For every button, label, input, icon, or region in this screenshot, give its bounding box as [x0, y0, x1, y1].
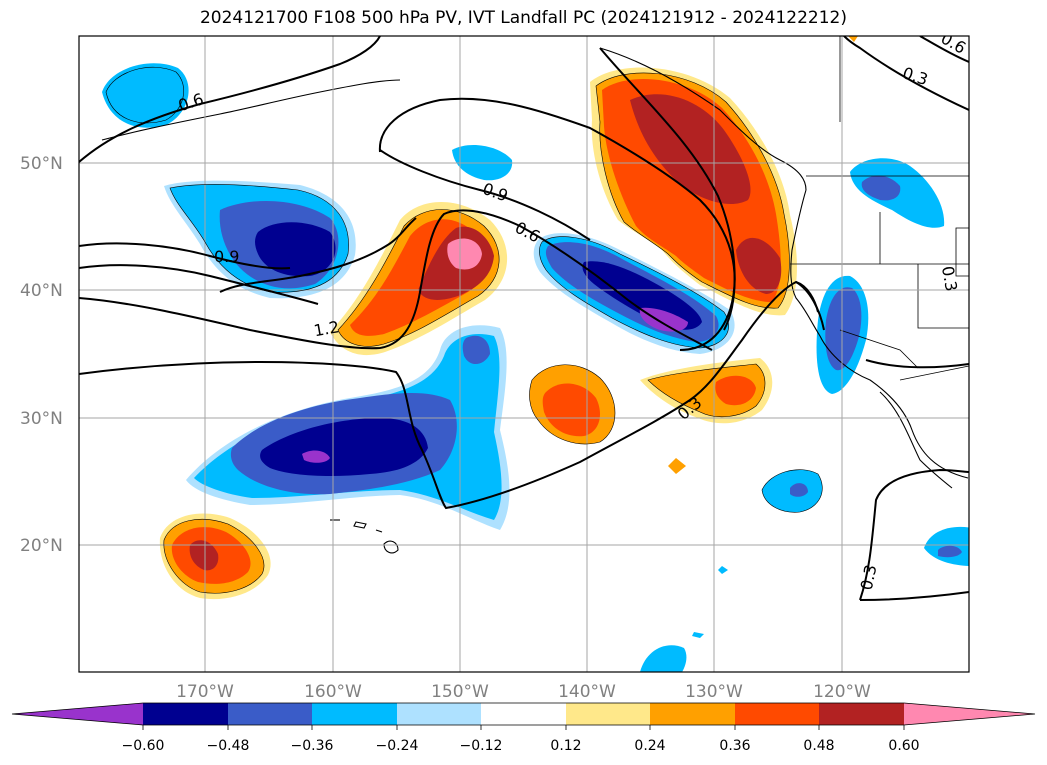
lat-tick-50: 50°N [20, 154, 63, 174]
colorbar-seg-n024 [312, 703, 397, 725]
colorbar-seg-n036 [228, 703, 312, 725]
feature-tiny-blue [718, 566, 728, 574]
lon-tick-120w: 120°W [813, 682, 871, 702]
colorbar-label-0: −0.60 [122, 738, 165, 754]
lon-tick-130w: 130°W [685, 682, 743, 702]
contour-loop-central [379, 149, 591, 241]
colorbar-seg-p036 [735, 703, 819, 725]
colorbar-label-7: 0.36 [719, 738, 750, 754]
colorbar-label-9: 0.60 [888, 738, 919, 754]
colorbar-extend-low [12, 703, 143, 725]
colorbar: −0.60 −0.48 −0.36 −0.24 −0.12 0.12 0.24 … [11, 702, 1036, 754]
colorbar-seg-n048 [143, 703, 228, 725]
contour-label-5: 1.2 [312, 317, 340, 340]
borders [790, 36, 969, 381]
contour-03-se [859, 468, 969, 601]
feature-tiny-orange [848, 36, 858, 42]
coastlines [101, 47, 969, 554]
lon-tick-150w: 150°W [431, 682, 489, 702]
contour-06-mid [219, 217, 417, 293]
contour-06-north [79, 36, 381, 163]
map-panel: 0.6 0.9 0.9 0.6 1.2 0.3 0.3 0.3 0.3 0.6 [78, 35, 970, 673]
lon-tick-170w: 170°W [176, 682, 234, 702]
feature-blue-e25 [762, 469, 823, 513]
colorbar-label-6: 0.24 [634, 738, 665, 754]
feature-sw-red [159, 513, 271, 600]
contour-coast-line [795, 281, 825, 331]
feature-coast-red [590, 67, 797, 316]
contour-09-west2 [79, 264, 319, 305]
lon-tick-160w: 160°W [304, 682, 362, 702]
colorbar-label-2: −0.36 [291, 738, 334, 754]
colorbar-seg-p048 [819, 703, 904, 725]
colorbar-seg-zero [481, 703, 566, 725]
feature-central-red [330, 202, 508, 356]
feature-tiny-blue-2 [692, 632, 704, 638]
contour-03-main [79, 280, 819, 510]
colorbar-seg-p024 [650, 703, 735, 725]
colorbar-label-8: 0.48 [803, 738, 834, 754]
contour-06-ne [919, 36, 969, 63]
ivt-contours [79, 36, 969, 601]
colorbar-seg-n012 [397, 703, 481, 725]
contour-label-3: 0.9 [214, 247, 239, 266]
feature-orange-mid [529, 364, 615, 444]
colorbar-label-4: −0.12 [460, 738, 503, 754]
contour-06-coast [599, 47, 736, 331]
chart-title: 2024121700 F108 500 hPa PV, IVT Landfall… [199, 8, 847, 28]
feature-blue-e20 [924, 526, 969, 566]
lon-tick-140w: 140°W [558, 682, 616, 702]
feature-central-blue [164, 180, 356, 299]
contour-label-8: 0.3 [938, 265, 961, 293]
contour-09-loop [378, 97, 736, 351]
contour-03-bottom [859, 591, 969, 601]
lat-tick-labels: 20°N 30°N 40°N 50°N [20, 154, 63, 556]
feature-tiny-diamond [668, 458, 686, 474]
lat-tick-20: 20°N [20, 536, 63, 556]
feature-nw-blue [102, 63, 189, 128]
contour-12 [79, 209, 713, 351]
contour-03-east [843, 36, 969, 111]
colorbar-label-5: 0.12 [550, 738, 581, 754]
gridlines [79, 36, 969, 672]
lat-tick-40: 40°N [20, 281, 63, 301]
fill-outlines [163, 72, 823, 594]
lon-tick-labels: 170°W 160°W 150°W 140°W 130°W 120°W [176, 682, 871, 702]
contour-label-9: 0.3 [857, 563, 881, 592]
colorbar-extend-high [904, 703, 1035, 725]
lat-tick-30: 30°N [20, 409, 63, 429]
colorbar-label-1: −0.48 [207, 738, 250, 754]
contour-east-coast-2 [865, 359, 969, 369]
feature-tiny-south [640, 645, 687, 672]
contour-09-west [79, 242, 291, 270]
colorbar-seg-p012 [566, 703, 650, 725]
colorbar-label-3: −0.24 [376, 738, 419, 754]
